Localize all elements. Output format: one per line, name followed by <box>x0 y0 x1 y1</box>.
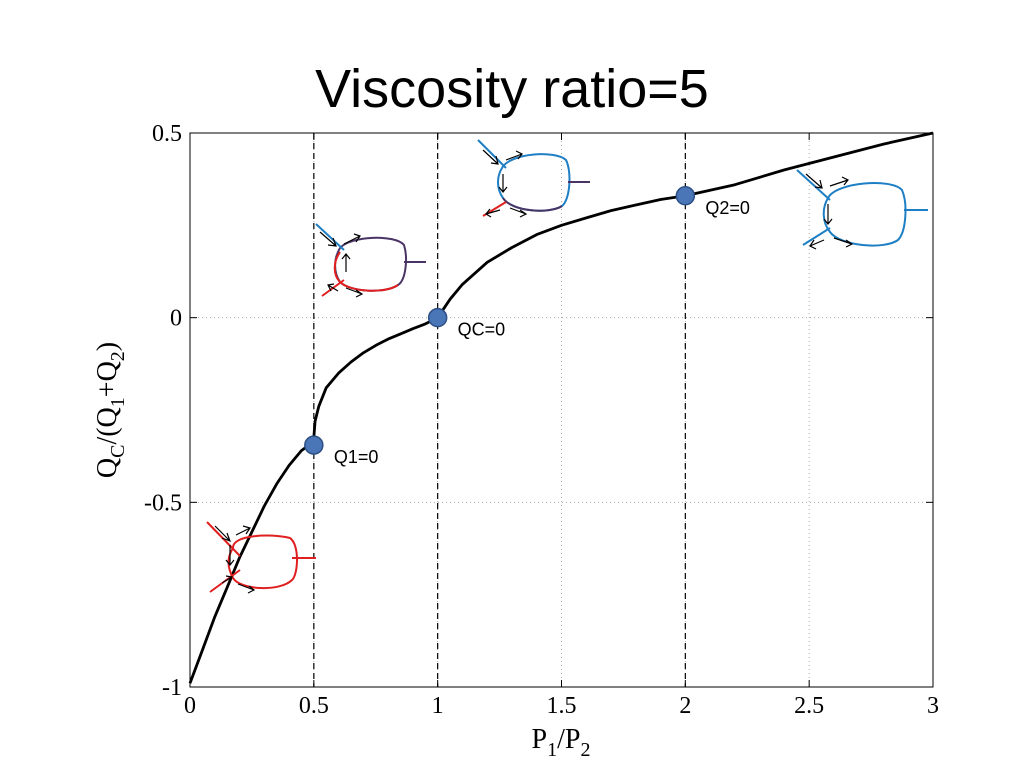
chart-title: Viscosity ratio=5 <box>315 59 709 119</box>
x-tick-label: 1.5 <box>547 693 577 719</box>
x-tick-label: 3 <box>927 693 939 719</box>
y-axis-label: QC/(Q1+Q2) <box>92 342 129 478</box>
y-tick-label: -0.5 <box>144 490 182 516</box>
y-tick-label: 0.5 <box>152 121 182 147</box>
point-label: QC=0 <box>458 320 506 340</box>
schematic-inset-mid-low <box>315 223 426 298</box>
x-axis-label: P1/P2 <box>532 724 591 761</box>
point-label: Q2=0 <box>705 198 750 218</box>
schematic-inset-high <box>796 169 928 250</box>
axis-ticks: 0 0.5 1 1.5 2 2.5 3 -1 -0.5 0 0.5 <box>144 121 939 719</box>
schematic-inset-mid-high <box>477 139 590 218</box>
x-tick-label: 1 <box>432 693 444 719</box>
x-tick-label: 2.5 <box>794 693 824 719</box>
y-tick-label: 0 <box>170 306 182 332</box>
point-label: Q1=0 <box>334 447 379 467</box>
x-tick-label: 2 <box>679 693 691 719</box>
point-labels: Q1=0 QC=0 Q2=0 <box>334 198 750 467</box>
schematic-inset-low <box>206 521 316 594</box>
data-point <box>675 186 696 206</box>
vertical-dashed-lines <box>313 133 686 687</box>
data-point <box>304 435 324 455</box>
data-points <box>304 186 696 455</box>
x-tick-label: 0.5 <box>299 693 329 719</box>
data-point <box>427 307 448 328</box>
series-line <box>188 131 934 684</box>
x-tick-label: 0 <box>184 693 196 719</box>
y-tick-label: -1 <box>162 675 182 701</box>
data-curve <box>188 131 934 684</box>
